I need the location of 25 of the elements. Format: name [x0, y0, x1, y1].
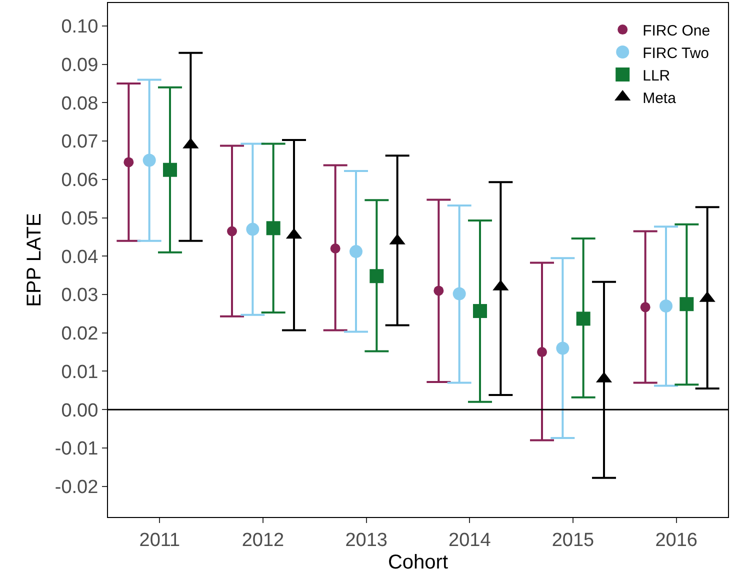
- y-tick-label: -0.02: [54, 476, 98, 498]
- y-tick-label: 0.00: [61, 400, 98, 422]
- y-tick-label: 0.04: [61, 246, 99, 268]
- x-axis-title: Cohort: [388, 551, 448, 574]
- y-tick-label: 0.05: [61, 208, 98, 230]
- y-tick-label: 0.02: [61, 324, 98, 345]
- y-tick-label: 0.03: [61, 285, 98, 306]
- y-tick-label: 0.07: [61, 132, 98, 153]
- y-tick-label: 0.09: [61, 55, 98, 76]
- x-tick-label: 2012: [242, 530, 284, 551]
- y-tick-label: 0.10: [61, 16, 98, 38]
- x-tick-label: 2016: [655, 530, 698, 551]
- x-tick-label: 2015: [552, 530, 594, 551]
- y-tick-label: 0.06: [61, 170, 98, 192]
- y-axis-title: EPP LATE: [23, 213, 46, 307]
- y-tick-label: 0.01: [61, 362, 98, 383]
- legend-label: LLR: [642, 67, 670, 84]
- y-tick-label: -0.01: [54, 438, 98, 460]
- y-tick-label: 0.08: [61, 93, 98, 114]
- legend-label: FIRC One: [642, 22, 710, 40]
- x-tick-label: 2013: [345, 530, 388, 551]
- legend-label: FIRC Two: [642, 44, 710, 62]
- legend-label: Meta: [642, 90, 677, 107]
- x-tick-label: 2014: [448, 530, 492, 551]
- x-tick-label: 2011: [139, 530, 180, 551]
